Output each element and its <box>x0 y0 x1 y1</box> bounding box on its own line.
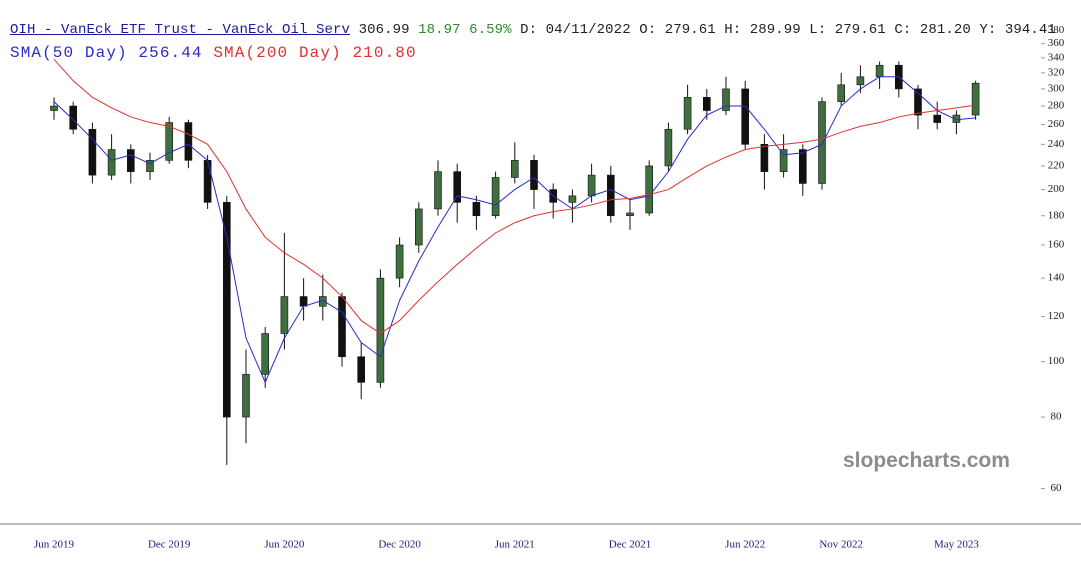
candle-body <box>971 82 980 116</box>
candle-body <box>683 97 692 130</box>
candle-body <box>798 149 807 184</box>
candle-body <box>722 88 730 111</box>
candle-body <box>779 149 788 172</box>
candle-body <box>491 177 500 217</box>
date: D: 04/11/2022 <box>520 22 631 38</box>
candle-body <box>741 88 750 145</box>
candle-body <box>184 122 193 161</box>
candle-body <box>165 122 173 161</box>
candle-body <box>376 277 385 383</box>
candle-body <box>50 105 58 111</box>
sma-line <box>53 58 976 335</box>
legend-value: 210.80 <box>352 44 417 62</box>
change-pct: 6.59% <box>469 22 512 38</box>
y-tick-label: 160 <box>1048 239 1065 251</box>
x-tick-label: Dec 2019 <box>148 539 191 551</box>
year-high: Y: 394.41 <box>979 22 1056 38</box>
y-tick-label: 220 <box>1048 159 1065 171</box>
candle-body <box>760 144 769 172</box>
candle-body <box>914 88 922 116</box>
candle-body <box>510 160 519 178</box>
x-tick-label: Jun 2020 <box>264 539 305 551</box>
candle-body <box>203 160 212 203</box>
last-price: 306.99 <box>358 22 410 38</box>
y-tick-label: 300 <box>1048 82 1065 94</box>
y-tick-label: 60 <box>1051 482 1063 494</box>
change: 18.97 <box>418 22 461 38</box>
candle-body <box>453 171 462 203</box>
candle-body <box>952 114 961 123</box>
y-tick-label: 240 <box>1048 138 1065 150</box>
x-tick-label: Dec 2021 <box>609 539 651 551</box>
x-tick-label: Jun 2022 <box>725 539 765 551</box>
x-tick-label: Jun 2021 <box>495 539 535 551</box>
candle-body <box>587 174 596 197</box>
y-tick-label: 180 <box>1048 209 1065 221</box>
candle-body <box>837 84 846 102</box>
candle-body <box>242 374 250 418</box>
sma-line <box>53 76 976 384</box>
candle-body <box>645 165 654 214</box>
y-tick-label: 80 <box>1051 411 1063 423</box>
y-tick-label: 100 <box>1048 355 1065 367</box>
candle-body <box>146 160 154 172</box>
high: H: 289.99 <box>724 22 801 38</box>
y-tick-label: 120 <box>1048 310 1065 322</box>
watermark: slopecharts.com <box>843 449 1010 472</box>
candle-body <box>606 174 615 217</box>
candle-body <box>664 128 673 167</box>
candle-body <box>127 149 135 172</box>
symbol[interactable]: OIH - VanEck ETF Trust - VanEck Oil Serv <box>10 22 351 38</box>
open: O: 279.61 <box>639 22 716 38</box>
candle-body <box>933 114 942 123</box>
y-tick-label: 320 <box>1048 66 1065 78</box>
candle-body <box>223 202 231 418</box>
y-tick-label: 260 <box>1048 118 1065 130</box>
candle-body <box>107 149 116 176</box>
candle-body <box>856 76 865 86</box>
y-tick-label: 280 <box>1048 100 1065 112</box>
close: C: 281.20 <box>894 22 971 38</box>
candle-body <box>280 296 289 334</box>
legend-name: SMA(200 Day) <box>213 44 342 62</box>
legend: SMA(50 Day) 256.44 SMA(200 Day) 210.80 <box>10 44 417 62</box>
low: L: 279.61 <box>809 22 886 38</box>
quote-header: OIH - VanEck ETF Trust - VanEck Oil Serv… <box>10 22 1056 38</box>
candle-body <box>69 105 77 130</box>
x-tick-label: Jun 2019 <box>34 539 75 551</box>
candle-body <box>818 101 826 184</box>
x-tick-label: Dec 2020 <box>378 539 421 551</box>
candle-body <box>395 244 404 279</box>
legend-name: SMA(50 Day) <box>10 44 128 62</box>
y-tick-label: 340 <box>1048 51 1065 63</box>
x-tick-label: Nov 2022 <box>819 539 863 551</box>
candle-body <box>875 64 884 78</box>
candle-body <box>357 356 366 383</box>
y-tick-label: 140 <box>1048 272 1065 284</box>
x-tick-label: May 2023 <box>934 539 979 551</box>
candle-body <box>299 296 308 307</box>
candle-body <box>530 160 538 190</box>
candle-body <box>338 296 346 358</box>
y-tick-label: 380 <box>1048 24 1065 36</box>
legend-value: 256.44 <box>138 44 203 62</box>
y-tick-label: 360 <box>1048 37 1065 49</box>
candle-body <box>414 208 423 246</box>
candle-body <box>472 202 481 217</box>
candle-body <box>568 195 577 203</box>
candle-body <box>626 212 634 217</box>
y-tick-label: 200 <box>1048 183 1065 195</box>
candle-body <box>702 97 711 111</box>
candle-body <box>261 333 270 375</box>
candle-body <box>88 128 97 176</box>
candle-body <box>434 171 442 210</box>
